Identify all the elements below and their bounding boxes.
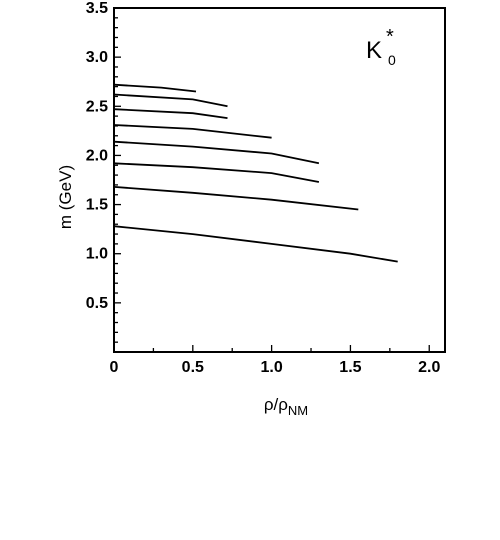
y-tick-label: 1.0 [86, 246, 108, 263]
series-line-1 [113, 225, 398, 263]
y-tick-label: 2.0 [86, 147, 108, 164]
y-tick-label: 2.5 [86, 98, 108, 115]
series-line-4 [113, 140, 320, 165]
x-tick-label: 0 [110, 359, 119, 376]
y-tick-label: 3.0 [86, 49, 108, 66]
x-tick-label: 1.0 [260, 359, 282, 376]
plot-frame [113, 7, 446, 353]
axis-ticks [113, 7, 430, 353]
tick-labels: 0.5 1.0 1.5 2.0 2.5 3.0 3.5 0 0.5 1.0 1.5 2.0 [86, 0, 441, 376]
annotation-k0-star: K * 0 [366, 26, 396, 68]
annotation-main: K [366, 37, 382, 64]
plot-area-border [113, 7, 446, 353]
y-axis-label: m (GeV) [56, 165, 75, 229]
y-tick-label: 0.5 [86, 295, 108, 312]
x-axis-label-subscript: NM [288, 403, 308, 418]
y-tick-label: 1.5 [86, 197, 108, 214]
x-tick-label: 0.5 [182, 359, 204, 376]
series-line-2 [113, 186, 359, 211]
series-lines [113, 83, 398, 263]
series-line-3 [113, 162, 320, 183]
x-axis-label-main: ρ/ρ [264, 395, 288, 414]
x-axis-label: ρ/ρNM [264, 395, 308, 418]
annotation-superscript: * [386, 26, 394, 48]
annotation-subscript: 0 [388, 52, 396, 68]
series-line-7 [113, 93, 228, 108]
series-line-8 [113, 83, 197, 93]
x-tick-label: 2.0 [418, 359, 440, 376]
series-line-6 [113, 108, 228, 119]
x-tick-label: 1.5 [339, 359, 361, 376]
series-line-5 [113, 124, 272, 139]
y-tick-label: 3.5 [86, 0, 108, 17]
